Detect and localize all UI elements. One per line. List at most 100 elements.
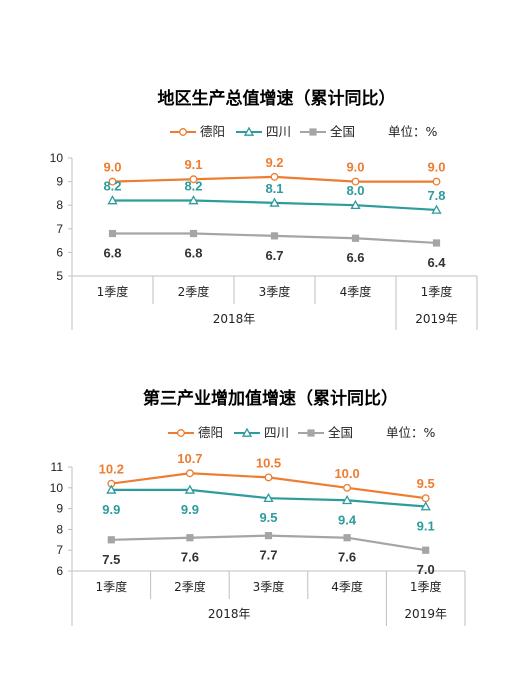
legend-marker-icon: [177, 429, 185, 437]
data-label: 7.7: [259, 548, 277, 563]
data-point: [264, 532, 273, 540]
data-label: 10.2: [99, 462, 124, 477]
data-point: [350, 199, 361, 210]
legend-label: 全国: [328, 425, 353, 440]
legend-marker-icon: [307, 429, 315, 437]
legend-label: 四川: [266, 124, 291, 139]
data-label: 7.0: [417, 562, 435, 577]
legend-item-1: 德阳: [170, 124, 225, 139]
data-label: 9.0: [103, 160, 121, 175]
data-point: [432, 177, 441, 186]
legend-label: 全国: [330, 124, 355, 139]
data-label: 8.2: [103, 178, 121, 193]
data-label: 9.4: [338, 512, 357, 527]
series-3: 7.5 7.6 7.7 7.6 7.0: [102, 532, 435, 577]
chart-title: 第三产业增加值增速（累计同比）: [143, 388, 398, 409]
data-point: [420, 501, 431, 511]
series-2: 8.2 8.2 8.1 8.0 7.8: [103, 178, 446, 214]
y-tick-label: 6: [56, 564, 63, 578]
data-point: [189, 229, 198, 238]
x-category-label: 1季度: [410, 579, 442, 594]
x-category-label: 1季度: [421, 284, 453, 299]
data-point: [422, 546, 430, 554]
legend-marker-icon: [243, 126, 255, 136]
data-point: [106, 484, 117, 494]
y-tick-label: 9: [56, 502, 63, 516]
data-point: [107, 536, 115, 544]
data-label: 10.5: [256, 455, 281, 470]
x-category-label: 4季度: [331, 579, 363, 594]
data-label: 7.6: [181, 550, 199, 565]
series-1: 9.0 9.1 9.2 9.0 9.0: [103, 155, 446, 186]
data-label: 9.1: [184, 157, 202, 172]
data-point: [264, 473, 273, 482]
data-label: 9.1: [417, 519, 435, 534]
data-point: [343, 483, 352, 492]
x-category-label: 3季度: [253, 579, 285, 594]
y-tick-label: 8: [56, 522, 63, 536]
data-label: 9.0: [346, 160, 364, 175]
data-point: [432, 239, 441, 247]
y-tick-label: 10: [50, 151, 64, 165]
data-label: 9.5: [417, 476, 435, 491]
x-category-label: 2季度: [178, 284, 210, 299]
data-label: 9.0: [427, 160, 445, 175]
data-point: [351, 177, 360, 186]
legend-item-1: 德阳: [168, 425, 223, 440]
chart-2: 第三产业增加值增速（累计同比） 德阳 四川 全国 单位：% 6 7 8 9 10 11 1季度 2季度 3…: [50, 388, 466, 626]
x-year-label: 2018年: [208, 607, 251, 621]
data-label: 8.2: [184, 178, 202, 193]
chart-1: 地区生产总值增速（累计同比） 德阳 四川 全国 单位：% 5 6 7 8 9 10 1季度 2季度 3季度…: [50, 88, 478, 330]
legend-marker-icon: [179, 128, 187, 136]
data-label: 10.7: [177, 451, 202, 466]
data-point: [108, 229, 117, 238]
data-label: 7.8: [427, 188, 445, 203]
legend-item-2: 四川: [234, 425, 289, 440]
y-tick-label: 6: [56, 245, 63, 259]
chart-title: 地区生产总值增速（累计同比）: [158, 88, 396, 109]
legend-marker-icon: [241, 427, 253, 437]
legend-item-3: 全国: [298, 425, 353, 440]
data-label: 6.8: [103, 246, 121, 261]
data-label: 6.4: [427, 255, 446, 270]
data-point: [421, 494, 430, 503]
x-category-label: 1季度: [97, 284, 129, 299]
data-label: 7.5: [102, 552, 120, 567]
y-tick-label: 10: [50, 481, 64, 495]
x-category-label: 4季度: [340, 284, 372, 299]
data-point: [351, 234, 360, 242]
y-tick-label: 7: [56, 543, 63, 557]
x-category-label: 3季度: [259, 284, 291, 299]
data-label: 6.8: [184, 246, 202, 261]
unit-label: 单位：%: [388, 124, 438, 139]
data-point: [186, 534, 194, 542]
data-label: 6.6: [346, 250, 364, 265]
data-point: [270, 232, 279, 240]
x-category-label: 2季度: [174, 579, 206, 594]
y-tick-label: 8: [56, 198, 63, 212]
data-label: 6.7: [265, 248, 283, 263]
data-label: 9.5: [259, 510, 277, 525]
series-1: 10.2 10.7 10.5 10.0 9.5: [99, 451, 435, 503]
y-tick-label: 7: [56, 222, 63, 236]
y-tick-label: 11: [51, 460, 64, 474]
legend-item-3: 全国: [300, 124, 355, 139]
unit-label: 单位：%: [386, 425, 436, 440]
x-category-label: 1季度: [95, 579, 127, 594]
data-point: [188, 195, 199, 205]
x-year-label: 2019年: [404, 607, 447, 621]
series-3: 6.8 6.8 6.7 6.6 6.4: [103, 229, 446, 270]
legend-label: 德阳: [200, 124, 225, 139]
y-tick-label: 5: [56, 269, 63, 283]
series-2: 9.9 9.9 9.5 9.4 9.1: [102, 484, 435, 534]
data-label: 8.0: [346, 183, 364, 198]
legend-marker-icon: [309, 128, 317, 136]
x-year-label: 2018年: [213, 312, 256, 326]
x-year-label: 2019年: [415, 312, 458, 326]
data-point: [270, 172, 279, 181]
data-point: [431, 204, 442, 214]
data-point: [184, 484, 196, 494]
data-point: [263, 492, 274, 503]
data-label: 7.6: [338, 550, 356, 565]
data-label: 9.9: [102, 502, 120, 517]
